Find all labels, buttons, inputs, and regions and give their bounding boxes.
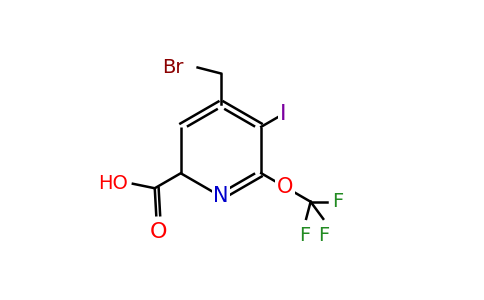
Text: Br: Br — [162, 58, 183, 77]
Text: F: F — [332, 192, 343, 211]
Text: HO: HO — [98, 174, 128, 193]
Text: O: O — [276, 177, 293, 197]
Text: I: I — [280, 104, 287, 124]
Text: N: N — [213, 187, 229, 206]
Text: F: F — [299, 226, 310, 245]
Text: F: F — [318, 226, 330, 245]
Text: O: O — [149, 222, 167, 242]
